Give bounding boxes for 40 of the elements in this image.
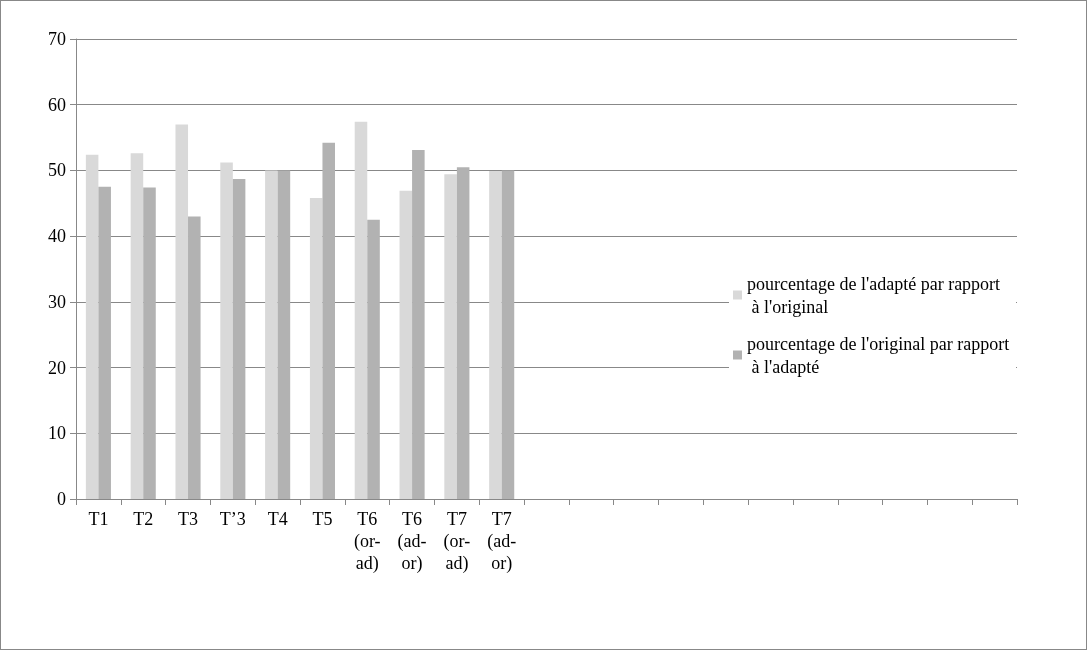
bar	[354, 121, 368, 499]
bar	[412, 150, 425, 499]
y-tick-label: 50	[48, 160, 66, 181]
y-tick-label: 70	[48, 29, 66, 49]
bar	[456, 167, 470, 499]
bar	[143, 187, 156, 499]
x-tick-label: T1	[88, 509, 109, 529]
bar	[399, 190, 413, 499]
bar	[489, 171, 502, 499]
bar	[85, 154, 99, 499]
bar	[367, 219, 380, 499]
legend-label: pourcentage de l'original par rapport à l'adapté	[747, 333, 1010, 377]
y-tick-label: 60	[48, 94, 66, 115]
x-tick-label: T7 (or-ad)	[443, 509, 471, 574]
bar	[309, 198, 323, 499]
bar	[98, 186, 111, 499]
x-tick-label: T3	[178, 509, 199, 529]
bar	[265, 170, 278, 499]
bar	[277, 170, 291, 499]
y-tick-label: 20	[48, 357, 66, 378]
legend-label: pourcentage de l'adapté par rapport à l'original	[747, 273, 1001, 317]
bar	[232, 178, 246, 499]
x-tick-label: T6 (or-ad)	[353, 509, 381, 574]
y-tick-label: 0	[57, 489, 66, 509]
bar	[322, 142, 335, 499]
x-tick-label: T6 (ad-or)	[397, 509, 427, 574]
x-tick-label: T2	[133, 509, 154, 529]
bar	[501, 170, 515, 499]
bar	[444, 174, 457, 499]
x-tick-label: T7 (ad-or)	[487, 509, 517, 574]
x-tick-label: T4	[267, 509, 288, 529]
x-tick-label: T’3	[219, 509, 246, 529]
bar	[188, 216, 201, 499]
y-tick-label: 30	[48, 291, 66, 312]
bar	[175, 124, 189, 499]
bar	[130, 153, 144, 499]
x-tick-label: T5	[312, 509, 333, 529]
y-tick-label: 10	[48, 423, 66, 444]
y-tick-label: 40	[48, 226, 66, 247]
bar	[220, 162, 233, 499]
